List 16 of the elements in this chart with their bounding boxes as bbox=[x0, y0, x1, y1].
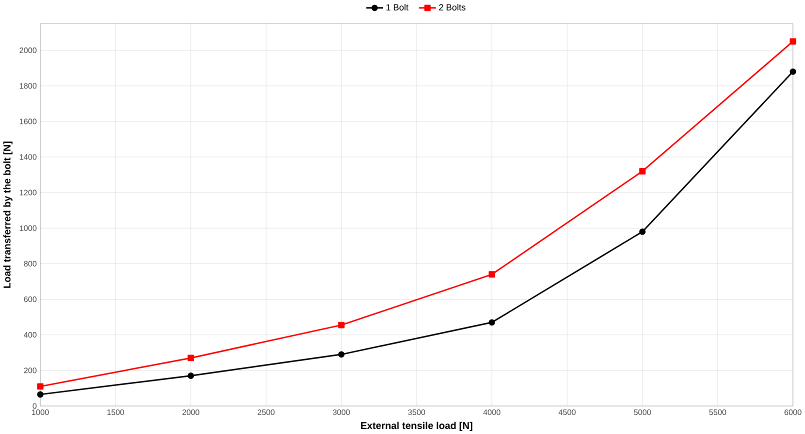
point bbox=[488, 271, 496, 278]
point bbox=[639, 168, 646, 174]
point bbox=[338, 322, 345, 328]
point bbox=[488, 319, 496, 326]
point bbox=[790, 38, 796, 44]
legend-label: 1 Bolt bbox=[386, 4, 408, 10]
point bbox=[188, 372, 194, 379]
legend-label: 2 Bolts bbox=[439, 4, 466, 10]
point bbox=[639, 228, 646, 235]
point bbox=[188, 354, 194, 362]
x-axis-title: External tensile load [N] bbox=[361, 422, 472, 431]
point bbox=[37, 391, 44, 398]
point bbox=[790, 68, 796, 75]
y-axis-title: Load transferred by the bolt [N] bbox=[3, 142, 12, 288]
point bbox=[37, 383, 44, 390]
point bbox=[338, 351, 345, 358]
